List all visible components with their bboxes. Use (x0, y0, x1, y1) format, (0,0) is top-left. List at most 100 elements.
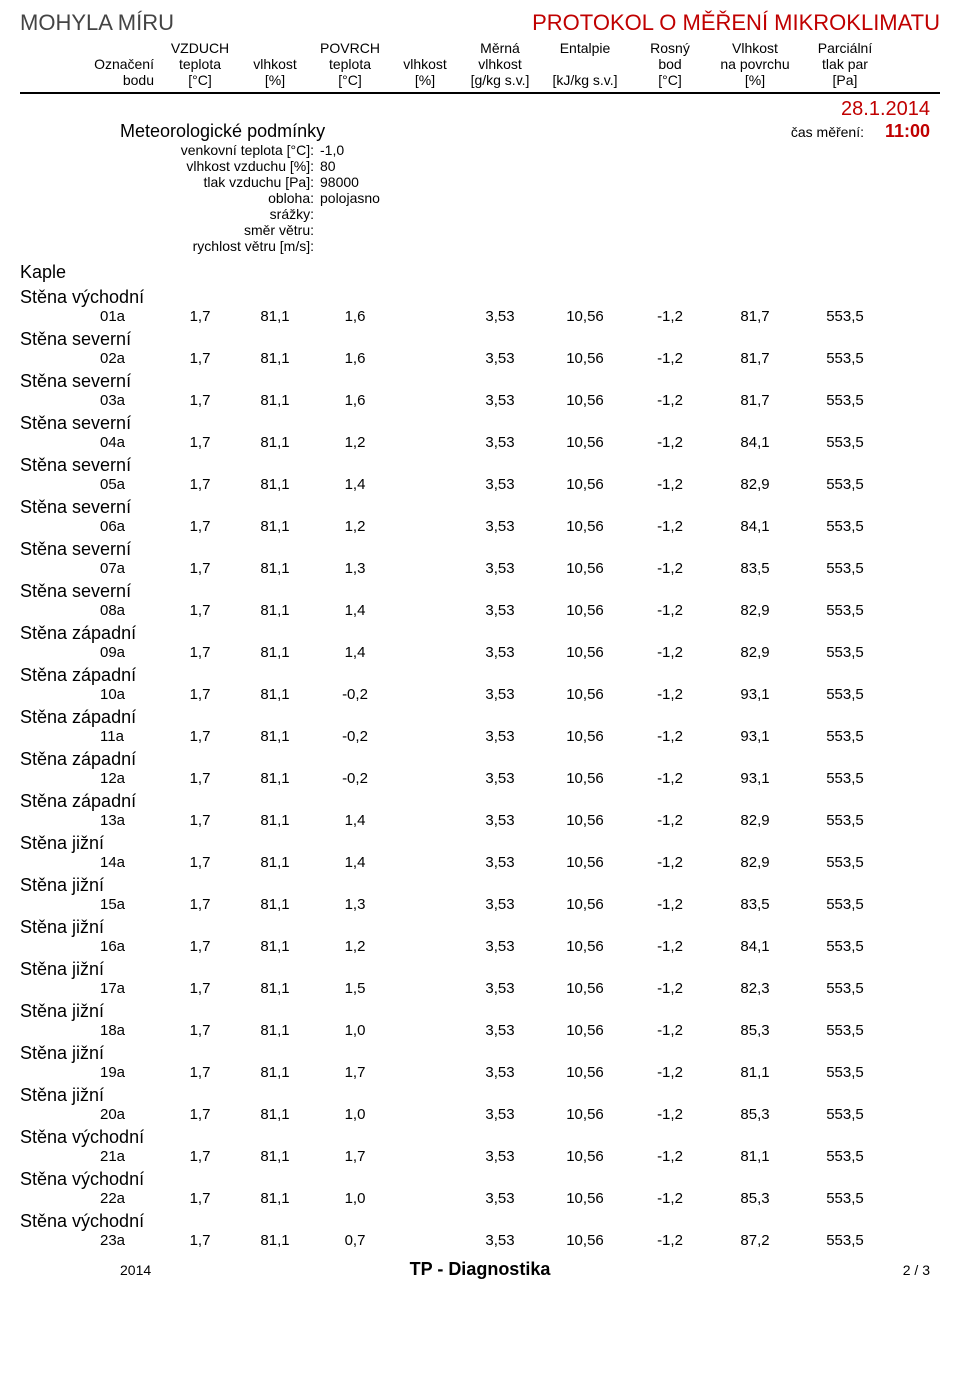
partial-pressure: 553,5 (800, 770, 890, 787)
data-row: 16a1,781,11,23,5310,56-1,284,1553,5 (20, 938, 940, 955)
section-name: Kaple (20, 262, 940, 283)
air-rh: 81,1 (240, 392, 310, 409)
enthalpy: 10,56 (540, 812, 630, 829)
surf-temp: -0,2 (310, 728, 400, 745)
column-headers: VZDUCHPOVRCHMěrnáEntalpieRosnýVlhkostPar… (20, 40, 940, 88)
row-id: 22a (60, 1190, 160, 1207)
col-header-cell: vlhkost (240, 56, 310, 72)
surf-rh-calc: 83,5 (710, 896, 800, 913)
air-temp: 1,7 (160, 560, 240, 577)
air-temp: 1,7 (160, 434, 240, 451)
surf-rh (400, 1064, 460, 1081)
air-rh: 81,1 (240, 434, 310, 451)
row-id: 06a (60, 518, 160, 535)
partial-pressure: 553,5 (800, 476, 890, 493)
col-header-cell: Parciální (800, 40, 890, 56)
dew-point: -1,2 (630, 770, 710, 787)
row-id: 01a (60, 308, 160, 325)
spec-humidity: 3,53 (460, 308, 540, 325)
wall-title: Stěna západní (20, 791, 940, 812)
row-id: 05a (60, 476, 160, 493)
wall-title: Stěna východní (20, 287, 940, 308)
data-row: 14a1,781,11,43,5310,56-1,282,9553,5 (20, 854, 940, 871)
air-temp: 1,7 (160, 518, 240, 535)
partial-pressure: 553,5 (800, 938, 890, 955)
col-header-cell: bod (630, 56, 710, 72)
enthalpy: 10,56 (540, 1022, 630, 1039)
air-rh: 81,1 (240, 518, 310, 535)
meas-time-value: 11:00 (870, 121, 940, 142)
air-rh: 81,1 (240, 476, 310, 493)
surf-rh-calc: 85,3 (710, 1190, 800, 1207)
dew-point: -1,2 (630, 980, 710, 997)
row-id: 14a (60, 854, 160, 871)
data-row: 21a1,781,11,73,5310,56-1,281,1553,5 (20, 1148, 940, 1165)
spec-humidity: 3,53 (460, 1022, 540, 1039)
surf-rh (400, 938, 460, 955)
dew-point: -1,2 (630, 308, 710, 325)
data-row: 02a1,781,11,63,5310,56-1,281,7553,5 (20, 350, 940, 367)
surf-rh-calc: 87,2 (710, 1232, 800, 1249)
air-rh: 81,1 (240, 350, 310, 367)
meteo-row: směr větru: (120, 222, 940, 238)
surf-rh-calc: 82,9 (710, 644, 800, 661)
meteo-label: směr větru: (120, 222, 320, 238)
spec-humidity: 3,53 (460, 434, 540, 451)
col-header-cell (390, 40, 460, 56)
row-id: 02a (60, 350, 160, 367)
dew-point: -1,2 (630, 728, 710, 745)
wall-title: Stěna jižní (20, 959, 940, 980)
dew-point: -1,2 (630, 644, 710, 661)
partial-pressure: 553,5 (800, 350, 890, 367)
air-temp: 1,7 (160, 1190, 240, 1207)
data-row: 07a1,781,11,33,5310,56-1,283,5553,5 (20, 560, 940, 577)
spec-humidity: 3,53 (460, 518, 540, 535)
meteo-label: rychlost větru [m/s]: (120, 238, 320, 254)
meteo-row: venkovní teplota [°C]:-1,0 (120, 142, 940, 158)
dew-point: -1,2 (630, 392, 710, 409)
surf-temp: -0,2 (310, 686, 400, 703)
surf-temp: 1,4 (310, 644, 400, 661)
surf-rh (400, 644, 460, 661)
surf-rh-calc: 81,7 (710, 308, 800, 325)
meteo-value: polojasno (320, 190, 940, 206)
col-header-cell: Vlhkost (710, 40, 800, 56)
enthalpy: 10,56 (540, 938, 630, 955)
enthalpy: 10,56 (540, 854, 630, 871)
col-header-cell: POVRCH (310, 40, 390, 56)
air-temp: 1,7 (160, 308, 240, 325)
dew-point: -1,2 (630, 1232, 710, 1249)
data-table: Stěna východní01a1,781,11,63,5310,56-1,2… (20, 287, 940, 1249)
partial-pressure: 553,5 (800, 644, 890, 661)
wall-title: Stěna jižní (20, 1043, 940, 1064)
partial-pressure: 553,5 (800, 1106, 890, 1123)
wall-title: Stěna západní (20, 707, 940, 728)
air-rh: 81,1 (240, 1232, 310, 1249)
data-row: 11a1,781,1-0,23,5310,56-1,293,1553,5 (20, 728, 940, 745)
air-temp: 1,7 (160, 476, 240, 493)
enthalpy: 10,56 (540, 350, 630, 367)
col-header-cell: [kJ/kg s.v.] (540, 72, 630, 88)
surf-rh-calc: 93,1 (710, 770, 800, 787)
dew-point: -1,2 (630, 602, 710, 619)
data-row: 08a1,781,11,43,5310,56-1,282,9553,5 (20, 602, 940, 619)
air-rh: 81,1 (240, 1106, 310, 1123)
dew-point: -1,2 (630, 476, 710, 493)
air-rh: 81,1 (240, 980, 310, 997)
surf-temp: 1,6 (310, 392, 400, 409)
dew-point: -1,2 (630, 350, 710, 367)
data-row: 17a1,781,11,53,5310,56-1,282,3553,5 (20, 980, 940, 997)
meteo-label: obloha: (120, 190, 320, 206)
surf-rh-calc: 81,1 (710, 1064, 800, 1081)
spec-humidity: 3,53 (460, 476, 540, 493)
spec-humidity: 3,53 (460, 644, 540, 661)
dew-point: -1,2 (630, 1190, 710, 1207)
air-temp: 1,7 (160, 1022, 240, 1039)
meteo-row: obloha:polojasno (120, 190, 940, 206)
surf-temp: 1,7 (310, 1064, 400, 1081)
data-row: 09a1,781,11,43,5310,56-1,282,9553,5 (20, 644, 940, 661)
wall-title: Stěna východní (20, 1169, 940, 1190)
air-rh: 81,1 (240, 770, 310, 787)
col-header-cell: vlhkost (460, 56, 540, 72)
surf-rh (400, 1022, 460, 1039)
